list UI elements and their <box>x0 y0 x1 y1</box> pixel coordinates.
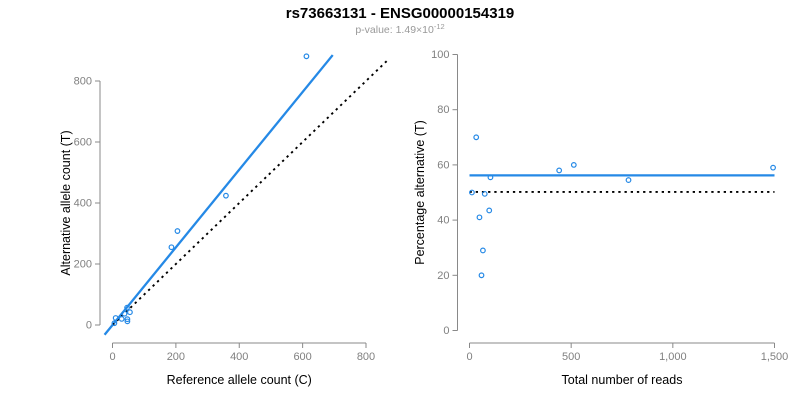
x-tick-label: 200 <box>167 351 185 363</box>
y-tick-label: 100 <box>431 49 449 61</box>
pvalue-prefix: p-value: <box>355 24 396 36</box>
data-point <box>174 228 181 234</box>
data-point <box>478 272 485 279</box>
pvalue-mantissa: 1.49 <box>395 24 417 36</box>
x-tick-label: 1,500 <box>761 351 789 363</box>
data-point <box>118 316 125 322</box>
y-tick-label: 60 <box>437 159 449 171</box>
x-tick-label: 1,000 <box>659 351 687 363</box>
data-point <box>124 318 131 325</box>
x-tick-label: 600 <box>293 351 311 363</box>
figure-subtitle-pvalue: p-value: 1.49×10-12 <box>0 22 800 36</box>
data-point <box>486 207 493 214</box>
fit-line <box>103 54 334 336</box>
data-point <box>473 134 480 141</box>
y-axis-title: Alternative allele count (T) <box>59 130 73 275</box>
percentage-vs-reads-scatter: 0 20 40 60 80 100 0 500 1,000 1,500 Total number o… <box>413 49 788 387</box>
pvalue-times-base: ×10 <box>416 24 434 36</box>
y-tick-label: 400 <box>74 198 92 210</box>
y-tick-label: 600 <box>74 137 92 149</box>
data-point <box>168 244 175 251</box>
data-point <box>469 189 475 196</box>
x-tick-label: 400 <box>230 351 248 363</box>
data-point <box>476 214 483 221</box>
data-point <box>111 320 118 327</box>
figure-title: rs73663131 - ENSG00000154319 <box>285 5 515 22</box>
data-point <box>124 316 131 323</box>
allele-count-scatter: 0 200 400 600 800 0 200 400 600 800 Reference alle… <box>59 53 389 387</box>
y-tick-label: 0 <box>86 320 92 332</box>
data-point <box>121 310 128 317</box>
y-tick-label: 200 <box>74 259 92 271</box>
x-tick-label: 800 <box>357 351 375 363</box>
data-point <box>770 164 776 171</box>
data-point <box>223 192 229 199</box>
data-point <box>480 247 486 254</box>
data-point <box>127 309 133 316</box>
x-tick-label: 0 <box>466 351 472 363</box>
data-point <box>570 161 577 168</box>
pvalue-exponent: -12 <box>433 22 445 31</box>
y-tick-label: 40 <box>437 215 449 227</box>
data-point <box>556 167 563 174</box>
data-point <box>625 177 632 183</box>
x-tick-label: 500 <box>562 351 580 363</box>
x-axis-title: Reference allele count (C) <box>167 373 312 387</box>
data-point <box>124 304 130 311</box>
x-axis-title: Total number of reads <box>562 373 683 387</box>
y-tick-label: 80 <box>437 104 449 116</box>
y-tick-label: 20 <box>437 270 449 282</box>
y-tick-label: 800 <box>74 76 92 88</box>
y-axis-title: Percentage alternative (T) <box>413 120 427 265</box>
data-point <box>303 53 310 60</box>
data-point <box>112 315 119 321</box>
x-tick-label: 0 <box>109 351 115 363</box>
y-tick-label: 0 <box>443 325 449 337</box>
data-point <box>487 174 494 181</box>
data-point <box>481 190 488 197</box>
identity-line <box>111 59 389 326</box>
